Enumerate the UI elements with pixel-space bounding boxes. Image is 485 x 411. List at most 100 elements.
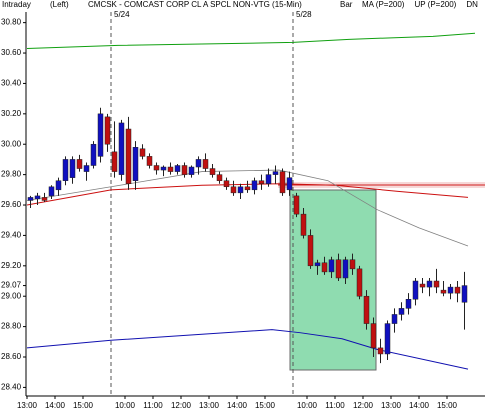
candle-body bbox=[293, 195, 300, 215]
x-tick-label: 13:00 bbox=[381, 401, 402, 410]
candle-body bbox=[251, 180, 258, 191]
series-line bbox=[26, 169, 469, 247]
candle-body bbox=[454, 286, 461, 294]
x-tick-label: 11:00 bbox=[325, 401, 345, 410]
candle-body bbox=[349, 259, 356, 270]
candle-body bbox=[433, 280, 440, 288]
candle-body bbox=[335, 259, 342, 279]
candle-body bbox=[272, 171, 279, 175]
header-text: (Left) bbox=[50, 0, 69, 9]
legend-entry: UP (P=200) bbox=[414, 0, 456, 9]
candle-body bbox=[153, 165, 160, 171]
candle-body bbox=[342, 259, 349, 279]
candle-body bbox=[412, 280, 419, 300]
y-tick-label: 29.80 bbox=[1, 170, 22, 179]
candle-body bbox=[419, 283, 426, 288]
x-tick-label: 14:00 bbox=[227, 401, 248, 410]
candle-body bbox=[97, 113, 104, 157]
candle-body bbox=[188, 166, 195, 175]
candle-body bbox=[440, 289, 447, 294]
x-tick-label: 12:00 bbox=[171, 401, 192, 410]
header-text: Intraday bbox=[2, 0, 31, 9]
chart-label: Bar bbox=[340, 0, 353, 9]
y-tick-label: 30.60 bbox=[1, 48, 22, 57]
x-tick-label: 10:00 bbox=[297, 401, 318, 410]
candle-body bbox=[391, 314, 398, 324]
y-tick-label: 29.20 bbox=[1, 261, 22, 270]
candle-body bbox=[48, 186, 55, 197]
candle-body bbox=[132, 147, 139, 181]
candle-body bbox=[76, 159, 83, 169]
candle-body bbox=[62, 159, 69, 181]
x-tick-label: 11:00 bbox=[143, 401, 163, 410]
x-tick-label: 10:00 bbox=[115, 401, 136, 410]
candle-body bbox=[34, 195, 41, 200]
y-tick-label: 30.00 bbox=[1, 139, 22, 148]
x-tick-label: 14:00 bbox=[45, 401, 66, 410]
y-tick-label: 29.40 bbox=[1, 231, 22, 240]
series-line bbox=[26, 183, 469, 206]
candle-body bbox=[377, 347, 384, 355]
x-tick-label: 15:00 bbox=[73, 401, 94, 410]
candle-body bbox=[461, 285, 468, 303]
x-tick-label: 13:00 bbox=[199, 401, 220, 410]
candle-body bbox=[314, 262, 321, 267]
candle-body bbox=[90, 143, 97, 166]
candle-body bbox=[356, 268, 363, 297]
y-tick-label: 29.00 bbox=[1, 291, 22, 300]
y-tick-label: 29.60 bbox=[1, 200, 22, 209]
candle-body bbox=[209, 168, 216, 175]
chart-title: CMCSK - COMCAST CORP CL A SPCL NON-VTG (… bbox=[88, 0, 302, 9]
candle-body bbox=[398, 308, 405, 315]
legend-entry: DN bbox=[466, 0, 478, 9]
series-line bbox=[26, 32, 476, 49]
candle-body bbox=[265, 174, 272, 184]
candle-body bbox=[181, 165, 188, 175]
candle-body bbox=[300, 213, 307, 236]
candle-body bbox=[167, 166, 174, 172]
candle-body bbox=[328, 259, 335, 273]
candle-body bbox=[258, 180, 265, 184]
candle-body bbox=[321, 262, 328, 273]
candle-body bbox=[279, 171, 286, 194]
candle-body bbox=[118, 122, 125, 175]
candle-body bbox=[426, 280, 433, 288]
y-tick-label: 29.07 bbox=[1, 281, 22, 290]
candle-body bbox=[370, 323, 377, 349]
candle-body bbox=[244, 186, 251, 191]
candle-body bbox=[160, 166, 167, 171]
x-tick-label: 15:00 bbox=[437, 401, 458, 410]
header: Intraday (Left) CMCSK - COMCAST CORP CL … bbox=[2, 0, 353, 9]
x-tick-label: 14:00 bbox=[409, 401, 430, 410]
candle-body bbox=[237, 186, 244, 194]
candle-body bbox=[216, 174, 223, 181]
candle-body bbox=[202, 159, 209, 169]
candle-body bbox=[223, 180, 230, 188]
session-label: 5/24 bbox=[114, 10, 130, 19]
session-label: 5/28 bbox=[296, 10, 312, 19]
candle-body bbox=[83, 165, 90, 172]
candle-body bbox=[447, 286, 454, 294]
x-tick-label: 13:00 bbox=[17, 401, 38, 410]
y-tick-label: 30.80 bbox=[1, 18, 22, 27]
candle-body bbox=[55, 180, 62, 191]
candle-body bbox=[195, 159, 202, 168]
x-tick-label: 15:00 bbox=[255, 401, 276, 410]
x-tick-label: 12:00 bbox=[353, 401, 374, 410]
y-tick-label: 28.60 bbox=[1, 352, 22, 361]
candle-body bbox=[125, 128, 132, 184]
candle-body bbox=[139, 148, 146, 157]
candle-body bbox=[41, 197, 48, 201]
candle-body bbox=[27, 197, 34, 201]
candle-body bbox=[230, 186, 237, 194]
y-tick-label: 28.40 bbox=[1, 383, 22, 392]
y-tick-label: 30.20 bbox=[1, 109, 22, 118]
candle-body bbox=[111, 151, 118, 172]
candle-body bbox=[104, 116, 111, 145]
y-tick-label: 28.80 bbox=[1, 322, 22, 331]
y-tick-label: 30.40 bbox=[1, 79, 22, 88]
legend-entry: MA (P=200) bbox=[362, 0, 405, 9]
candle-body bbox=[69, 159, 76, 178]
